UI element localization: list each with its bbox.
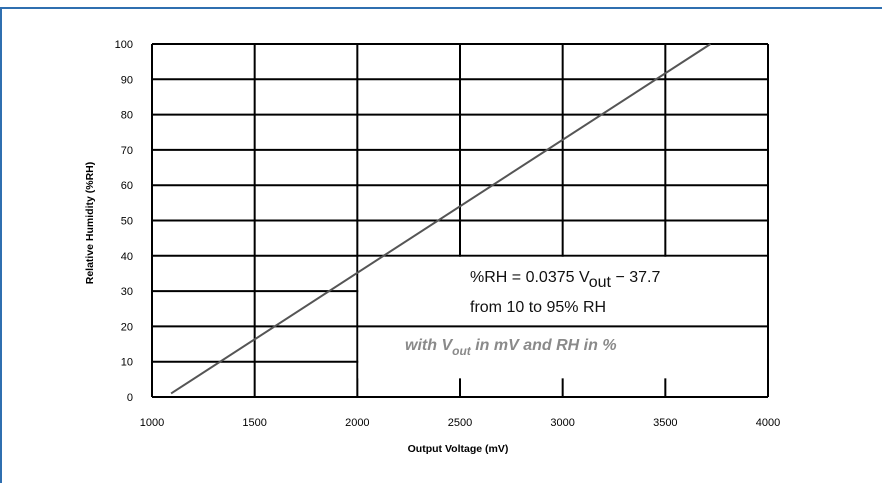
- x-tick-label: 3500: [653, 417, 677, 429]
- x-axis-label: Output Voltage (mV): [408, 443, 509, 455]
- y-tick-label: 0: [127, 392, 133, 404]
- annotation-box: [357, 256, 768, 379]
- x-tick-label: 4000: [756, 417, 780, 429]
- range-text: from 10 to 95% RH: [470, 299, 606, 316]
- y-tick-labels: 0 10 20 30 40 50 60 70 80 90 100: [115, 39, 133, 404]
- y-axis-label: Relative Humidity (%RH): [84, 162, 96, 285]
- y-tick-label: 70: [121, 145, 133, 157]
- equation-text: %RH = 0.0375 Vout − 37.7: [470, 269, 660, 291]
- x-tick-label: 1500: [242, 417, 266, 429]
- x-tick-label: 2500: [448, 417, 472, 429]
- x-tick-label: 1000: [140, 417, 164, 429]
- y-tick-label: 80: [121, 110, 133, 122]
- y-tick-label: 10: [121, 357, 133, 369]
- y-tick-label: 90: [121, 74, 133, 86]
- units-note: with Vout in mV and RH in %: [405, 337, 617, 358]
- x-tick-labels: 1000 1500 2000 2500 3000 3500 4000: [140, 417, 780, 429]
- chart-border-top: [0, 7, 882, 9]
- y-tick-label: 100: [115, 39, 133, 51]
- annotation-mask: [358, 256, 767, 379]
- y-tick-label: 60: [121, 180, 133, 192]
- chart-border-left: [0, 7, 2, 483]
- series-group: [170, 43, 712, 395]
- series-line: [170, 43, 712, 395]
- y-tick-label: 20: [121, 321, 133, 333]
- y-tick-label: 40: [121, 251, 133, 263]
- y-tick-label: 30: [121, 286, 133, 298]
- x-tick-label: 2000: [345, 417, 369, 429]
- y-tick-label: 50: [121, 216, 133, 228]
- x-tick-label: 3000: [550, 417, 574, 429]
